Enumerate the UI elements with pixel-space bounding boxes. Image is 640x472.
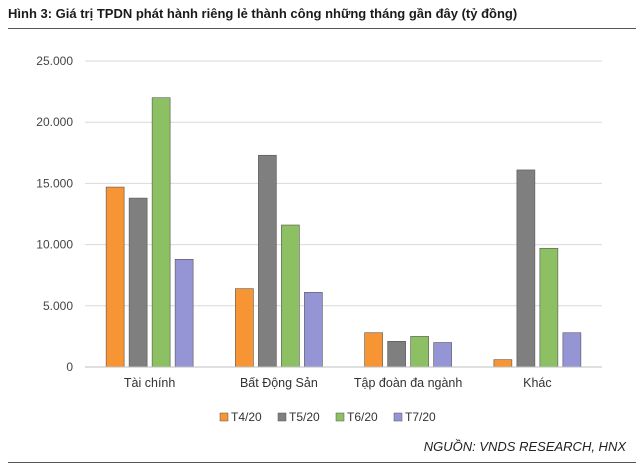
- legend-label: T5/20: [289, 410, 320, 424]
- bar-T6-20-0: [151, 97, 171, 368]
- legend-swatch: [219, 412, 229, 422]
- top-divider: [8, 28, 636, 29]
- x-category-label: Bất Động Sản: [240, 376, 318, 390]
- x-category-label: Khác: [523, 376, 552, 390]
- y-tick-label: 20.000: [36, 115, 73, 129]
- bar-T5-20-3: [516, 169, 536, 368]
- legend: T4/20 T5/20 T6/20 T7/20: [219, 410, 436, 424]
- y-tick-label: 0: [66, 360, 73, 374]
- x-category-label: Tập đoàn đa ngành: [354, 376, 462, 390]
- legend-swatch: [393, 412, 403, 422]
- bar-T4-20-1: [235, 288, 254, 368]
- bar-T4-20-2: [364, 332, 383, 368]
- bar-T7-20-2: [433, 342, 452, 368]
- bottom-divider: [8, 462, 636, 463]
- bar-T5-20-1: [258, 154, 277, 368]
- bar-T6-20-3: [539, 247, 559, 368]
- bar-T6-20-1: [281, 224, 300, 368]
- bar-T5-20-2: [387, 340, 406, 368]
- y-tick-label: 15.000: [36, 176, 73, 190]
- bar-T7-20-0: [174, 258, 194, 368]
- x-axis-categories: Tài chính Bất Động Sản Tập đoàn đa ngành Kh…: [124, 376, 552, 390]
- bars: [105, 97, 582, 368]
- legend-swatch: [335, 412, 345, 422]
- legend-label: T4/20: [231, 410, 262, 424]
- y-tick-label: 10.000: [36, 238, 73, 252]
- y-tick-label: 25.000: [36, 54, 73, 68]
- bar-chart: 0 5.000 10.000 15.000 20.000 25.000 Tài chính…: [36, 54, 602, 424]
- bar-T5-20-0: [128, 197, 148, 368]
- x-category-label: Tài chính: [124, 376, 175, 390]
- bar-T4-20-0: [105, 186, 125, 368]
- bar-T6-20-2: [410, 336, 429, 368]
- gridlines: [85, 60, 602, 307]
- source-note: NGUỒN: VNDS RESEARCH, HNX: [423, 439, 626, 454]
- bar-T4-20-3: [493, 359, 513, 368]
- bar-T7-20-1: [304, 292, 323, 368]
- legend-label: T6/20: [347, 410, 378, 424]
- legend-swatch: [277, 412, 287, 422]
- legend-label: T7/20: [405, 410, 436, 424]
- y-tick-label: 5.000: [43, 299, 73, 313]
- bar-T7-20-3: [562, 332, 582, 368]
- y-axis-ticks: 0 5.000 10.000 15.000 20.000 25.000: [36, 54, 73, 374]
- figure-title: Hình 3: Giá trị TPDN phát hành riêng lẻ …: [8, 6, 518, 21]
